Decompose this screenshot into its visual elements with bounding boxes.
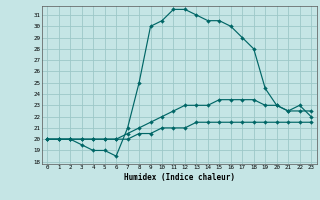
X-axis label: Humidex (Indice chaleur): Humidex (Indice chaleur) (124, 173, 235, 182)
